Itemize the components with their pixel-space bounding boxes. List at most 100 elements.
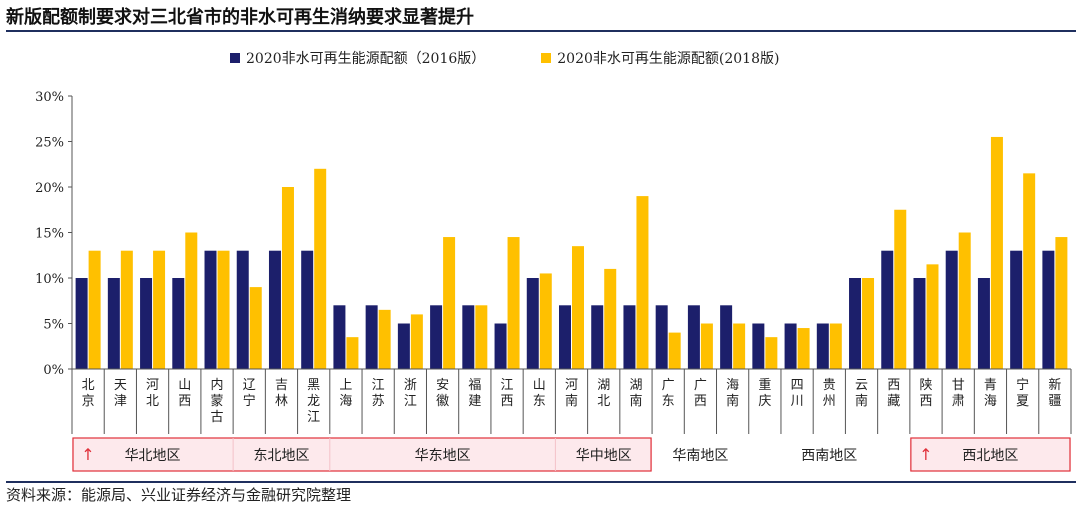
region-fill — [555, 438, 653, 471]
bar-2016 — [720, 305, 733, 369]
y-tick-label: 20% — [35, 181, 64, 196]
y-tick-label: 30% — [35, 90, 64, 105]
bar-2016 — [430, 305, 443, 369]
bar-2016 — [494, 323, 507, 369]
bar-2018 — [217, 250, 230, 369]
x-tick-label: 湖北 — [597, 378, 610, 409]
x-tick-label: 贵州 — [823, 378, 836, 409]
bar-2016 — [140, 278, 153, 369]
bar-2018 — [700, 323, 713, 369]
x-tick-label: 北京 — [82, 378, 95, 409]
bar-2018 — [249, 287, 262, 369]
y-tick-label: 15% — [35, 227, 64, 242]
bar-2018 — [314, 168, 327, 369]
bar-chart: 0%5%10%15%20%25%30%北京天津河北山西内蒙古辽宁吉林黑龙江上海江… — [35, 90, 1072, 472]
x-tick-label: 广东 — [662, 378, 675, 409]
bar-2016 — [1042, 250, 1055, 369]
bar-2018 — [185, 232, 198, 369]
x-tick-label: 云南 — [855, 378, 868, 409]
bar-2018 — [153, 250, 166, 369]
x-tick-label: 重庆 — [758, 377, 771, 409]
x-tick-label: 山西 — [178, 378, 191, 409]
bar-2018 — [829, 323, 842, 369]
bar-2016 — [977, 278, 990, 369]
bar-2018 — [281, 187, 294, 369]
bar-2016 — [687, 305, 700, 369]
bar-2016 — [623, 305, 636, 369]
x-tick-label: 安徽 — [436, 378, 449, 409]
bar-2018 — [1055, 237, 1068, 369]
x-tick-label: 甘肃 — [952, 378, 965, 409]
x-tick-label: 四川 — [791, 378, 804, 409]
region-label: 西北地区 — [962, 448, 1018, 464]
region-label: 华东地区 — [415, 448, 471, 464]
bar-2018 — [636, 196, 649, 369]
chart-title: 新版配额制要求对三北省市的非水可再生消纳要求显著提升 — [6, 4, 1076, 32]
x-tick-label: 辽宁 — [243, 378, 256, 409]
region-fill — [72, 438, 234, 471]
bar-2018 — [604, 268, 617, 369]
x-tick-label: 河北 — [146, 378, 159, 409]
x-tick-label: 吉林 — [275, 378, 288, 409]
region-outline — [72, 437, 652, 472]
legend-item-2018: 2020非水可再生能源配额(2018版) — [541, 48, 779, 68]
x-tick-label: 宁夏 — [1016, 377, 1029, 409]
bar-2016 — [752, 323, 765, 369]
bar-2016 — [397, 323, 410, 369]
region-arrow-icon: ↑ — [81, 445, 94, 464]
x-tick-label: 陕西 — [919, 378, 932, 409]
x-tick-label: 山东 — [533, 378, 546, 409]
y-tick-label: 5% — [43, 318, 64, 333]
legend-label-2018: 2020非水可再生能源配额(2018版) — [557, 51, 780, 67]
bar-2018 — [733, 323, 746, 369]
x-tick-label: 江西 — [501, 378, 514, 409]
bar-2016 — [591, 305, 604, 369]
x-tick-label: 内蒙古 — [211, 377, 224, 425]
bar-2018 — [668, 332, 681, 369]
legend-item-2016: 2020非水可再生能源配额（2016版） — [230, 48, 485, 68]
region-arrow-icon: ↑ — [919, 445, 932, 464]
bar-2016 — [526, 278, 539, 369]
bar-2016 — [172, 278, 185, 369]
bar-2016 — [849, 278, 862, 369]
x-tick-label: 福建 — [468, 378, 481, 409]
x-tick-label: 黑龙江 — [307, 378, 320, 425]
x-tick-label: 河南 — [565, 378, 578, 409]
bar-2018 — [572, 246, 584, 369]
bar-2016 — [559, 305, 571, 369]
legend-swatch-2016 — [230, 53, 240, 63]
bar-2016 — [365, 305, 378, 369]
x-tick-label: 上海 — [339, 378, 352, 409]
x-tick-label: 青海 — [984, 378, 997, 409]
bar-2018 — [926, 264, 939, 369]
bar-2018 — [797, 328, 810, 369]
bar-2016 — [1010, 250, 1023, 369]
bar-2018 — [378, 309, 391, 369]
bar-2018 — [120, 250, 133, 369]
bar-2018 — [765, 337, 778, 369]
y-tick-label: 25% — [35, 136, 64, 151]
bar-2018 — [410, 314, 423, 369]
x-tick-label: 广西 — [694, 378, 707, 409]
bar-2018 — [990, 136, 1003, 369]
region-label: 华南地区 — [672, 448, 728, 464]
region-label: 华北地区 — [125, 448, 181, 464]
bar-2018 — [88, 250, 101, 369]
y-tick-label: 10% — [35, 272, 64, 287]
x-tick-label: 西藏 — [887, 378, 900, 409]
bar-2016 — [236, 250, 249, 369]
source-note: 资料来源：能源局、兴业证券经济与金融研究院整理 — [6, 481, 1076, 507]
x-tick-label: 天津 — [114, 378, 127, 409]
bar-2016 — [462, 305, 475, 369]
bar-2018 — [443, 237, 456, 369]
bar-2016 — [881, 250, 894, 369]
x-tick-label: 新疆 — [1048, 377, 1061, 409]
legend-swatch-2018 — [541, 53, 552, 63]
legend: 2020非水可再生能源配额（2016版） 2020非水可再生能源配额(2018版… — [230, 48, 835, 68]
region-label: 西南地区 — [801, 448, 857, 464]
region-label: 华中地区 — [576, 448, 632, 464]
region-fill — [329, 438, 556, 471]
bar-2016 — [75, 278, 88, 369]
legend-label-2016: 2020非水可再生能源配额（2016版） — [246, 51, 486, 67]
bar-2016 — [268, 250, 281, 369]
